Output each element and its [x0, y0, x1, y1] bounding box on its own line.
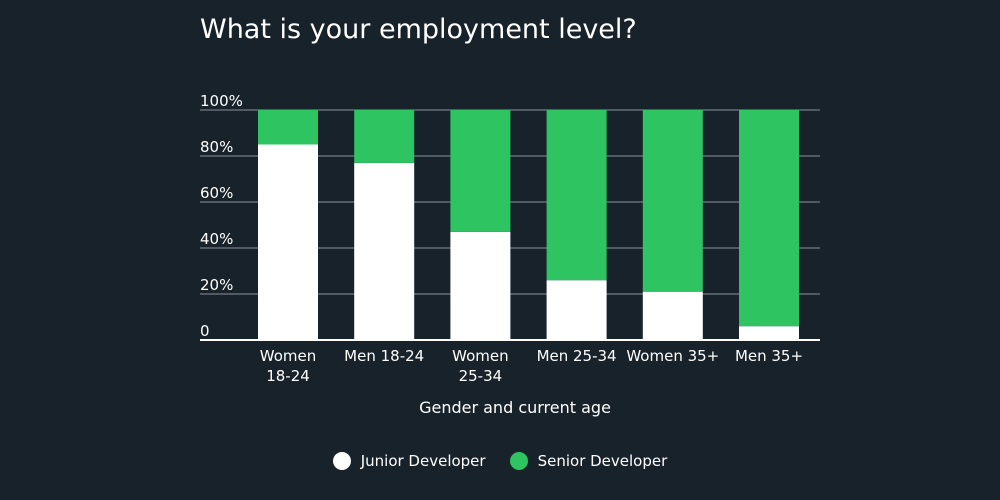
- y-tick-label-60: 60%: [200, 184, 233, 202]
- bar-junior-developer-0: [258, 144, 318, 340]
- legend: Junior Developer Senior Developer: [0, 452, 1000, 470]
- legend-label-junior-developer: Junior Developer: [360, 452, 486, 470]
- x-category-label-0: Women 18-24: [260, 347, 316, 385]
- bars: [258, 110, 799, 340]
- x-axis-title: Gender and current age: [419, 398, 611, 417]
- bar-senior-developer-0: [258, 110, 318, 145]
- y-tick-label-20: 20%: [200, 276, 233, 294]
- legend-label-senior-developer: Senior Developer: [537, 452, 668, 470]
- legend-item-senior-developer[interactable]: Senior Developer: [509, 452, 668, 470]
- legend-item-junior-developer[interactable]: Junior Developer: [332, 452, 486, 470]
- y-tick-label-0: 0: [200, 322, 210, 340]
- bar-junior-developer-2: [450, 231, 511, 340]
- x-category-label-2: Women 25-34: [452, 347, 508, 385]
- y-tick-label-100: 100%: [200, 92, 243, 110]
- legend-swatch-senior-icon: [509, 452, 528, 470]
- bar-junior-developer-3: [546, 280, 607, 340]
- bar-junior-developer-5: [739, 326, 799, 340]
- x-category-label-5: Men 35+: [735, 347, 803, 365]
- y-axis-ticks: 0 20% 40% 60% 80% 100%: [200, 92, 243, 340]
- bar-senior-developer-5: [739, 110, 799, 327]
- x-category-label-1: Men 18-24: [344, 347, 424, 365]
- x-category-label-3: Men 25-34: [537, 347, 617, 365]
- bar-senior-developer-1: [354, 110, 415, 163]
- bar-senior-developer-3: [546, 110, 607, 281]
- x-axis-categories: Women 18-24 Men 18-24 Women 25-34 Men 25-34 Wo…: [260, 347, 803, 385]
- bar-senior-developer-2: [450, 110, 511, 232]
- bar-senior-developer-4: [642, 110, 703, 292]
- y-tick-label-80: 80%: [200, 138, 233, 156]
- chart-title: What is your employment level?: [200, 14, 637, 45]
- legend-swatch-junior-icon: [332, 452, 351, 470]
- x-category-label-4: Women 35+: [626, 347, 719, 365]
- y-tick-label-40: 40%: [200, 230, 233, 248]
- bar-junior-developer-4: [642, 291, 703, 340]
- bar-junior-developer-1: [354, 162, 415, 340]
